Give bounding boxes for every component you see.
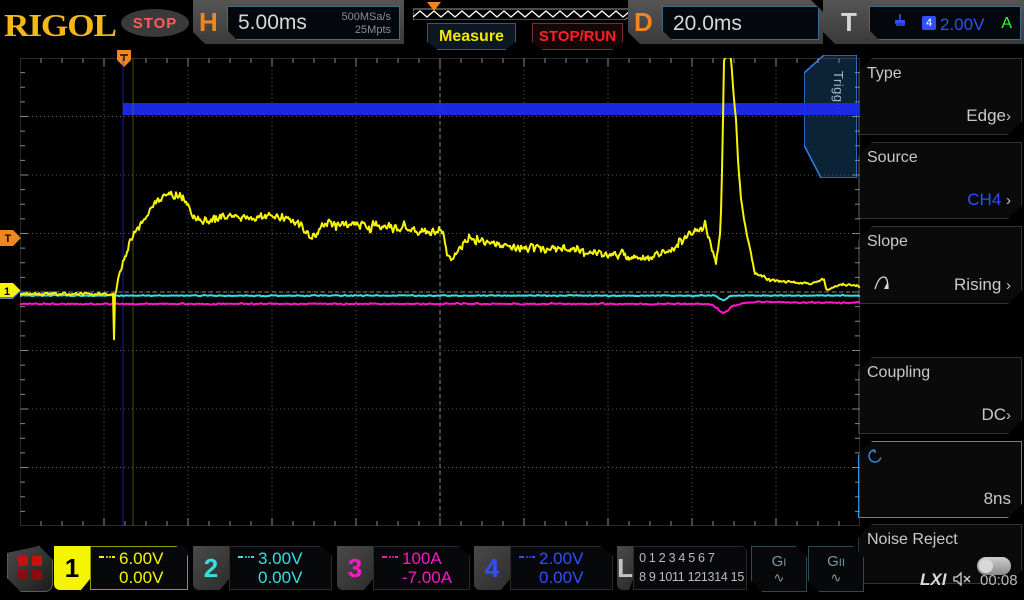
svg-text:1: 1: [4, 286, 10, 298]
svg-text:T: T: [5, 233, 12, 245]
